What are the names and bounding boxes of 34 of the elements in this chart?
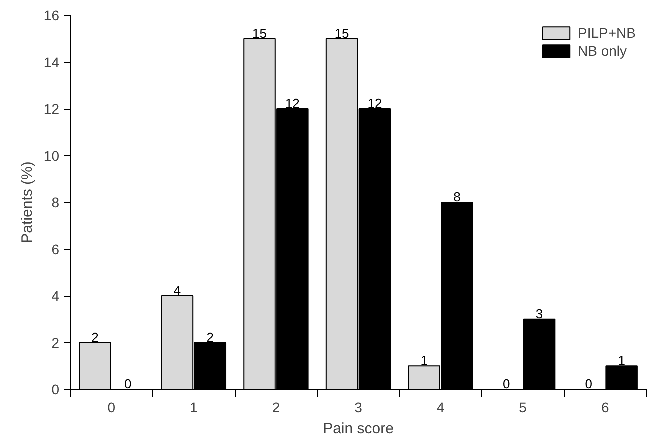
y-tick-label: 12 — [44, 101, 60, 117]
data-label: 12 — [368, 96, 382, 111]
data-label: 0 — [503, 376, 510, 392]
data-label: 1 — [618, 353, 626, 368]
x-tick-label: 3 — [354, 400, 363, 416]
data-label: 1 — [420, 353, 428, 368]
data-label: 0 — [124, 376, 132, 392]
data-label: 2 — [206, 330, 214, 345]
data-label: 0 — [585, 376, 593, 392]
y-axis-title: Patients (%) — [18, 162, 36, 244]
y-tick-label: 0 — [52, 382, 60, 398]
y-tick-label: 8 — [52, 194, 60, 210]
x-tick-label: 2 — [272, 400, 280, 416]
legend-label: PILP+NB — [578, 25, 636, 41]
data-label: 15 — [252, 26, 267, 41]
x-tick-label: 6 — [601, 400, 610, 416]
x-tick-label: 1 — [190, 400, 198, 416]
data-label: 8 — [454, 190, 461, 204]
y-tick-label: 14 — [44, 54, 60, 70]
x-tick-label: 4 — [436, 400, 445, 416]
y-tick-label: 2 — [52, 334, 60, 351]
data-label: 15 — [334, 26, 350, 41]
y-tick-label: 16 — [44, 8, 60, 24]
data-label: 3 — [536, 306, 544, 322]
data-label: 4 — [174, 283, 182, 298]
legend-label: NB only — [578, 43, 628, 59]
y-tick-label: 6 — [52, 241, 60, 258]
y-tick-label: 10 — [44, 148, 60, 164]
y-tick-label: 4 — [52, 288, 60, 304]
x-tick-label: 0 — [108, 400, 116, 416]
x-tick-label: 5 — [519, 400, 528, 416]
data-label: 2 — [92, 330, 99, 345]
data-label: 12 — [285, 96, 300, 111]
x-axis-title: Pain score — [323, 420, 394, 438]
